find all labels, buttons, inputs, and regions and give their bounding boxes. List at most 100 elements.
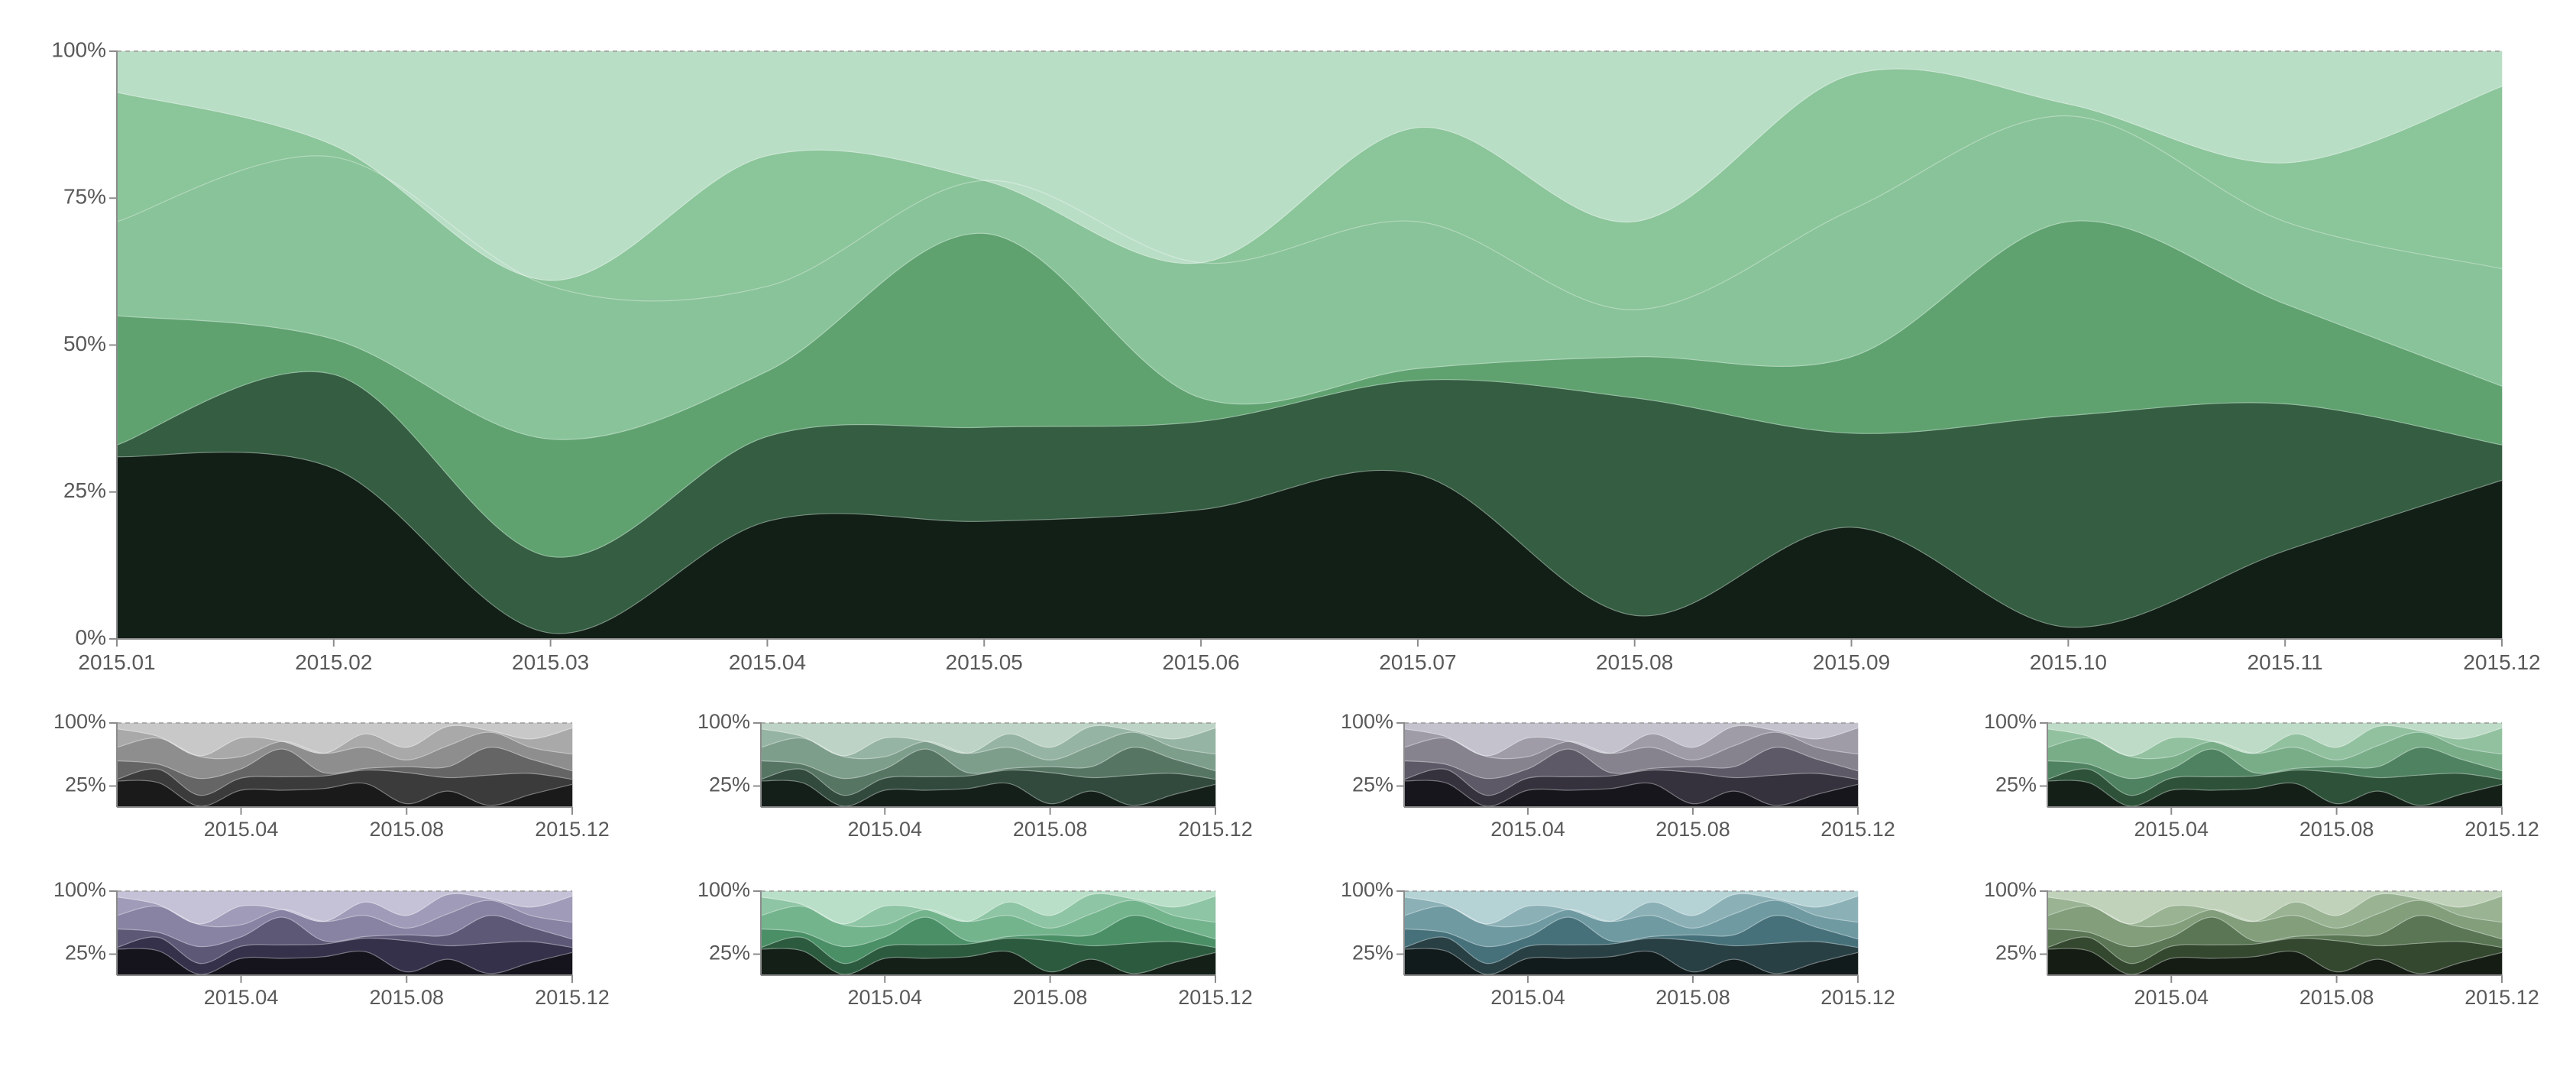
small-multiple-3-boundary-3 (1403, 747, 1859, 780)
main-chart-boundary-4 (116, 115, 2503, 310)
small-multiple-4-x-tick-label: 2015.08 (2299, 818, 2374, 841)
small-multiple-5-boundary-2 (116, 936, 573, 964)
small-multiple-5-x-tick-label: 2015.04 (204, 986, 279, 1009)
main-chart-boundary-1 (116, 451, 2503, 634)
small-multiple-3-y-tick-label: 25% (1352, 773, 1393, 796)
small-multiple-7-area-series-6 (1403, 890, 1859, 925)
small-multiple-5: 25% 100% 2015.04 2015.08 2015.12 (53, 878, 610, 1009)
small-multiple-3-boundary-2 (1403, 768, 1859, 796)
small-multiple-5-area-series-6 (116, 890, 573, 925)
small-multiple-3-x-tick-label: 2015.08 (1655, 818, 1730, 841)
small-multiple-6: 25% 100% 2015.04 2015.08 2015.12 (697, 878, 1253, 1009)
main-chart-x-tick-label: 2015.04 (729, 650, 806, 674)
small-multiple-3-boundary-5 (1403, 725, 1859, 757)
main-chart-x-tick-label: 2015.08 (1596, 650, 1673, 674)
main-chart-x-tick-label: 2015.12 (2463, 650, 2540, 674)
small-multiple-5-y-tick-label: 100% (53, 878, 106, 901)
main-chart-x-tick-label: 2015.05 (946, 650, 1023, 674)
small-multiple-7-x-tick-label: 2015.08 (1655, 986, 1730, 1009)
small-multiple-2-y-tick-label: 100% (697, 710, 750, 733)
main-chart-x-tick-label: 2015.07 (1379, 650, 1456, 674)
small-multiple-4-boundary-1 (2047, 780, 2503, 807)
small-multiple-2-area-series-6 (760, 722, 1216, 757)
small-multiple-6-y-tick-label: 25% (709, 942, 750, 964)
small-multiple-7-boundary-3 (1403, 915, 1859, 948)
main-chart-x-tick-label: 2015.03 (512, 650, 589, 674)
small-multiple-2-boundary-3 (760, 747, 1216, 780)
small-multiple-7-y-tick-label: 25% (1352, 942, 1393, 964)
small-multiple-7-y-tick-label: 100% (1341, 878, 1393, 901)
small-multiple-3-x-tick-label: 2015.04 (1490, 818, 1565, 841)
small-multiple-5-x-tick-label: 2015.12 (535, 986, 610, 1009)
small-multiple-2-boundary-5 (760, 725, 1216, 757)
main-chart-boundary-2 (116, 371, 2503, 558)
small-multiple-6-boundary-4 (760, 900, 1216, 929)
small-multiple-7-boundary-1 (1403, 948, 1859, 975)
small-multiple-6-x-tick-label: 2015.08 (1013, 986, 1088, 1009)
main-chart-x-tick-label: 2015.06 (1162, 650, 1239, 674)
small-multiple-6-boundary-2 (760, 936, 1216, 964)
small-multiple-2-x-tick-label: 2015.12 (1178, 818, 1253, 841)
small-multiple-5-boundary-1 (116, 948, 573, 975)
small-multiple-4-x-tick-label: 2015.04 (2134, 818, 2209, 841)
small-multiple-6-boundary-3 (760, 915, 1216, 948)
small-multiple-5-boundary-5 (116, 893, 573, 925)
main-chart-y-tick-label: 50% (63, 332, 106, 355)
main-chart-x-tick-label: 2015.11 (2248, 650, 2323, 674)
small-multiple-1-boundary-1 (116, 780, 573, 807)
small-multiple-2-y-tick-label: 25% (709, 773, 750, 796)
small-multiple-8-boundary-1 (2047, 948, 2503, 975)
main-chart: 0% 25% 50% 75% 100% 2015.01 2015.02 2015.03 2015… (51, 37, 2540, 674)
small-multiple-2-boundary-1 (760, 780, 1216, 807)
main-chart-x-tick-label: 2015.01 (78, 650, 155, 674)
small-multiple-3-area-series-6 (1403, 722, 1859, 757)
small-multiple-3: 25% 100% 2015.04 2015.08 2015.12 (1341, 710, 1895, 841)
small-multiple-1: 25% 100% 2015.04 2015.08 2015.12 (53, 710, 610, 841)
small-multiple-7-x-tick-label: 2015.04 (1490, 986, 1565, 1009)
small-multiple-8-boundary-4 (2047, 900, 2503, 929)
main-chart-x-tick-label: 2015.10 (2030, 650, 2107, 674)
main-chart-x-tick-label: 2015.02 (295, 650, 372, 674)
small-multiple-4-y-tick-label: 100% (1984, 710, 2037, 733)
small-multiple-2: 25% 100% 2015.04 2015.08 2015.12 (697, 710, 1253, 841)
small-multiple-7-x-tick-label: 2015.12 (1820, 986, 1895, 1009)
small-multiple-1-x-tick-label: 2015.12 (535, 818, 610, 841)
small-multiple-3-y-tick-label: 100% (1341, 710, 1393, 733)
small-multiple-8-boundary-3 (2047, 915, 2503, 948)
small-multiple-4: 25% 100% 2015.04 2015.08 2015.12 (1984, 710, 2539, 841)
small-multiple-5-boundary-3 (116, 915, 573, 948)
small-multiple-6-x-tick-label: 2015.04 (847, 986, 922, 1009)
small-multiple-1-area-series-6 (116, 722, 573, 757)
small-multiple-3-boundary-4 (1403, 731, 1859, 761)
small-multiple-3-boundary-1 (1403, 780, 1859, 807)
small-multiple-2-boundary-4 (760, 731, 1216, 761)
small-multiple-4-boundary-3 (2047, 747, 2503, 780)
small-multiple-1-boundary-4 (116, 731, 573, 761)
small-multiple-1-boundary-5 (116, 725, 573, 757)
small-multiple-5-y-tick-label: 25% (65, 942, 106, 964)
small-multiple-1-x-tick-label: 2015.04 (204, 818, 279, 841)
small-multiple-7-boundary-5 (1403, 893, 1859, 925)
small-multiple-1-boundary-3 (116, 747, 573, 780)
small-multiple-1-x-tick-label: 2015.08 (369, 818, 444, 841)
small-multiple-1-y-tick-label: 25% (65, 773, 106, 796)
small-multiple-4-boundary-5 (2047, 725, 2503, 757)
small-multiple-8-area-series-6 (2047, 890, 2503, 925)
main-chart-y-tick-label: 75% (63, 185, 106, 209)
small-multiple-4-boundary-2 (2047, 768, 2503, 796)
small-multiple-2-x-tick-label: 2015.04 (847, 818, 922, 841)
small-multiple-8-y-tick-label: 100% (1984, 878, 2037, 901)
small-multiple-6-y-tick-label: 100% (697, 878, 750, 901)
main-chart-y-tick-label: 100% (51, 37, 106, 61)
small-multiple-7-boundary-4 (1403, 900, 1859, 929)
small-multiple-7: 25% 100% 2015.04 2015.08 2015.12 (1341, 878, 1895, 1009)
small-multiple-6-x-tick-label: 2015.12 (1178, 986, 1253, 1009)
small-multiple-5-boundary-4 (116, 900, 573, 929)
small-multiple-4-area-series-6 (2047, 722, 2503, 757)
small-multiple-2-boundary-2 (760, 768, 1216, 796)
small-multiple-4-boundary-4 (2047, 731, 2503, 761)
small-multiple-8: 25% 100% 2015.04 2015.08 2015.12 (1984, 878, 2539, 1009)
small-multiple-8-boundary-2 (2047, 936, 2503, 964)
